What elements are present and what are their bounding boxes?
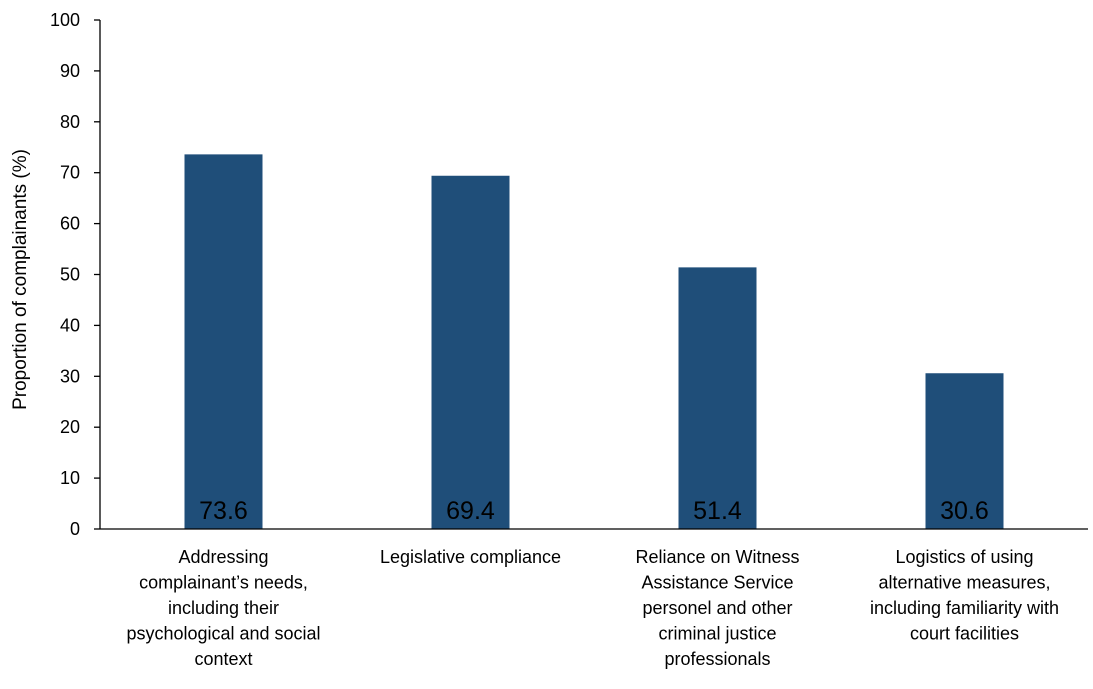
- y-axis-ticks: 0 10 20 30 40 50 60 70 80 90 100: [50, 10, 100, 539]
- y-tick-label: 30: [60, 366, 80, 386]
- x-category-label-line: Addressing: [178, 547, 268, 567]
- x-category-label-line: professionals: [664, 649, 770, 669]
- y-tick-label: 80: [60, 112, 80, 132]
- x-category-label-line: complainant’s needs,: [139, 573, 308, 593]
- y-tick-label: 90: [60, 61, 80, 81]
- y-tick-label: 60: [60, 214, 80, 234]
- data-label: 30.6: [940, 497, 989, 525]
- y-tick-label: 0: [70, 519, 80, 539]
- x-category-label-line: alternative measures,: [878, 573, 1050, 593]
- x-category-label: Logistics of using alternative measures, i…: [870, 547, 1059, 644]
- x-category-label: Reliance on Witness Assistance Service per…: [635, 547, 799, 669]
- bar: [678, 267, 757, 529]
- x-axis-category-labels: Addressing complainant’s needs, including …: [126, 547, 1059, 669]
- y-tick-label: 50: [60, 265, 80, 285]
- x-category-label: Addressing complainant’s needs, including …: [126, 547, 320, 669]
- bar: [184, 154, 263, 529]
- data-label: 73.6: [199, 497, 248, 525]
- x-category-label-line: Legislative compliance: [380, 547, 561, 567]
- x-category-label-line: Reliance on Witness: [635, 547, 799, 567]
- x-category-label-line: context: [194, 649, 252, 669]
- y-tick-label: 40: [60, 315, 80, 335]
- x-category-label-line: including their: [168, 598, 279, 618]
- x-category-label-line: Assistance Service: [641, 573, 793, 593]
- x-category-label-line: criminal justice: [658, 624, 776, 644]
- x-category-label-line: including familiarity with: [870, 598, 1059, 618]
- data-label: 69.4: [446, 497, 495, 525]
- x-category-label-line: Logistics of using: [895, 547, 1033, 567]
- bar: [431, 175, 510, 529]
- bars: [184, 154, 1004, 529]
- data-labels: 73.6 69.4 51.4 30.6: [199, 497, 989, 525]
- x-category-label-line: psychological and social: [126, 624, 320, 644]
- data-label: 51.4: [693, 497, 742, 525]
- x-category-label-line: court facilities: [910, 624, 1019, 644]
- x-category-label: Legislative compliance: [380, 547, 561, 567]
- y-tick-label: 70: [60, 163, 80, 183]
- x-category-label-line: personel and other: [642, 598, 792, 618]
- bar: [925, 373, 1004, 529]
- y-tick-label: 100: [50, 10, 80, 30]
- y-tick-label: 10: [60, 468, 80, 488]
- y-tick-label: 20: [60, 417, 80, 437]
- y-axis-title: Proportion of complainants (%): [10, 149, 31, 410]
